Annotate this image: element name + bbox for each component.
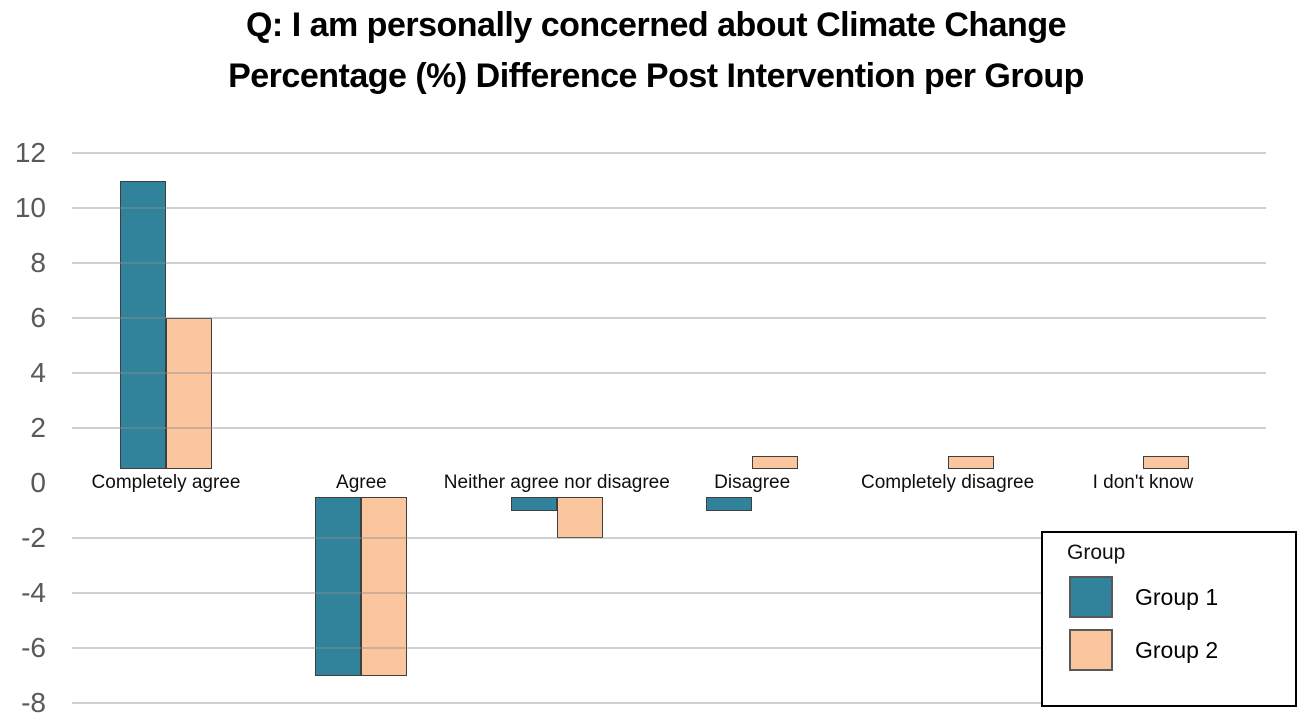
category-label-i-don-t-know: I don't know (1092, 472, 1194, 493)
bar-group-1-neither-agree-nor-disagree (510, 497, 557, 511)
gridline-y-4 (72, 592, 1266, 594)
legend-label-group-1: Group 1 (1135, 583, 1219, 610)
bar-group-1-completely-agree (120, 180, 166, 469)
y-tick-label-4: 4 (30, 357, 46, 388)
legend-entry-group-2: Group 2 (1069, 629, 1295, 671)
gridline-y2 (72, 427, 1266, 429)
gridline-y4 (72, 372, 1266, 374)
category-label-disagree: Disagree (714, 472, 791, 493)
gridline-y6 (72, 317, 1266, 319)
chart-title-line1: Q: I am personally concerned about Clima… (245, 6, 1067, 44)
y-tick-label-2: 2 (30, 412, 46, 443)
bar-group-2-completely-disagree (947, 455, 994, 469)
bar-group-2-disagree (752, 455, 799, 469)
bar-group-2-completely-agree (166, 318, 212, 469)
category-label-neither-agree-nor-disagree: Neither agree nor disagree (443, 472, 670, 493)
legend-label-group-2: Group 2 (1135, 636, 1219, 663)
bar-group-1-agree (315, 497, 362, 676)
category-label-completely-agree: Completely agree (91, 472, 241, 493)
legend-swatch-group-1 (1069, 576, 1113, 618)
y-tick-label-8: 8 (30, 247, 46, 278)
chart-title-line2: Percentage (%) Difference Post Intervent… (228, 57, 1084, 95)
gridline-y-2 (72, 537, 1266, 539)
legend-swatch-group-2 (1069, 629, 1113, 671)
y-tick-label--2: -2 (21, 522, 46, 553)
legend-title: Group (1067, 541, 1126, 564)
gridline-y-6 (72, 647, 1266, 649)
gridline-y8 (72, 262, 1266, 264)
bar-group-2-agree (361, 497, 408, 676)
y-tick-label--6: -6 (21, 632, 46, 663)
category-label-completely-disagree: Completely disagree (860, 472, 1035, 493)
y-tick-label--8: -8 (21, 687, 46, 718)
bar-group-2-i-don-t-know (1143, 455, 1189, 469)
y-tick-label-12: 12 (14, 137, 46, 168)
y-tick-label-6: 6 (30, 302, 46, 333)
gridline-y12 (72, 152, 1266, 154)
bar-group-1-disagree (706, 497, 753, 511)
y-tick-label-10: 10 (14, 192, 46, 223)
bar-group-2-neither-agree-nor-disagree (556, 497, 603, 538)
y-tick-label-0: 0 (30, 467, 46, 498)
gridline-y-8 (72, 702, 1266, 704)
legend-box: Group Group 1 Group 2 (1041, 531, 1297, 707)
category-label-agree: Agree (336, 472, 387, 493)
y-tick-label--4: -4 (21, 577, 46, 608)
legend-entry-group-1: Group 1 (1069, 576, 1295, 618)
gridline-y10 (72, 207, 1266, 209)
